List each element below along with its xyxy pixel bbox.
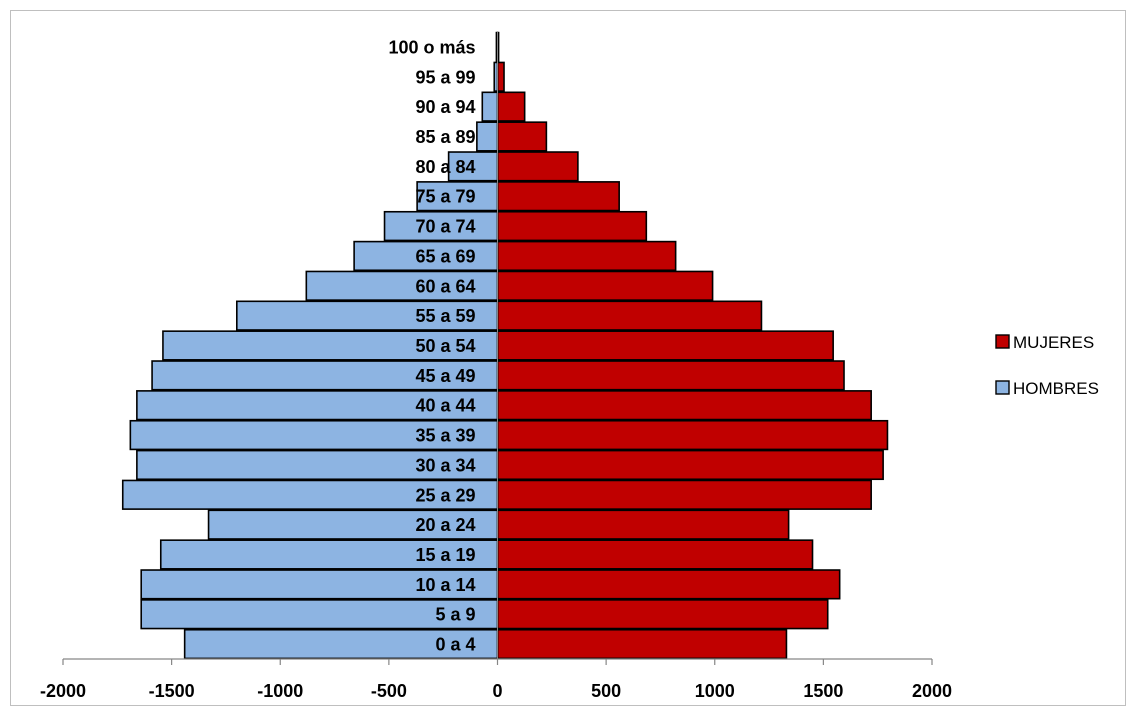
category-label: 50 a 54 bbox=[415, 336, 475, 356]
bar-mujeres-2 bbox=[496, 569, 841, 600]
category-label: 45 a 49 bbox=[415, 366, 475, 386]
bar-mujeres-15 bbox=[496, 181, 620, 212]
category-label: 10 a 14 bbox=[415, 575, 475, 595]
legend: MUJERES HOMBRES bbox=[995, 333, 1099, 398]
bar-mujeres-12 bbox=[496, 270, 714, 301]
category-label: 95 a 99 bbox=[415, 67, 475, 87]
bar-mujeres-4 bbox=[496, 509, 790, 540]
x-tick-label: 1000 bbox=[695, 681, 735, 701]
bar-hombres-5 bbox=[121, 479, 499, 510]
category-label: 25 a 29 bbox=[415, 485, 475, 505]
x-axis: -2000 -1500 -1000 -500 0 500 1000 1500 2000 bbox=[40, 32, 952, 701]
legend-swatch-mujeres bbox=[995, 334, 1010, 349]
category-label: 80 a 84 bbox=[415, 157, 475, 177]
bar-mujeres-3 bbox=[496, 539, 814, 570]
bar-mujeres-17 bbox=[496, 121, 548, 152]
bar-mujeres-10 bbox=[496, 330, 834, 361]
bar-hombres-16 bbox=[447, 151, 499, 182]
category-label: 0 a 4 bbox=[435, 635, 475, 655]
category-label: 100 o más bbox=[388, 37, 475, 57]
bar-hombres-4 bbox=[207, 509, 499, 540]
category-label: 20 a 24 bbox=[415, 515, 475, 535]
bar-mujeres-16 bbox=[496, 151, 579, 182]
x-tick-label: -1000 bbox=[257, 681, 303, 701]
x-tick-label: 500 bbox=[591, 681, 621, 701]
bar-hombres-10 bbox=[162, 330, 499, 361]
bar-mujeres-6 bbox=[496, 449, 884, 481]
bar-mujeres-9 bbox=[496, 360, 845, 391]
bar-mujeres-7 bbox=[496, 419, 889, 451]
bar-mujeres-8 bbox=[496, 390, 872, 421]
bar-hombres-9 bbox=[151, 360, 499, 391]
bar-mujeres-11 bbox=[496, 300, 763, 331]
category-label: 90 a 94 bbox=[415, 97, 475, 117]
bar-hombres-18 bbox=[481, 91, 499, 122]
bar-hombres-12 bbox=[305, 270, 499, 301]
bars-layer bbox=[121, 31, 889, 660]
category-label: 70 a 74 bbox=[415, 217, 475, 237]
bar-mujeres-14 bbox=[496, 210, 648, 242]
legend-swatch-hombres bbox=[995, 380, 1010, 395]
x-tick-label: -2000 bbox=[40, 681, 86, 701]
category-label: 5 a 9 bbox=[435, 605, 475, 625]
bar-mujeres-18 bbox=[496, 91, 526, 122]
category-labels-layer: 0 a 4 5 a 9 10 a 14 15 a 19 20 a 24 25 a 29 30… bbox=[388, 37, 475, 654]
bar-mujeres-1 bbox=[496, 599, 829, 630]
category-label: 65 a 69 bbox=[415, 246, 475, 266]
bar-hombres-17 bbox=[476, 121, 499, 152]
category-label: 40 a 44 bbox=[415, 396, 475, 416]
category-label: 35 a 39 bbox=[415, 426, 475, 446]
bar-hombres-8 bbox=[136, 390, 499, 421]
legend-label-hombres: HOMBRES bbox=[1013, 379, 1099, 398]
x-tick-label: 0 bbox=[492, 681, 502, 701]
category-label: 15 a 19 bbox=[415, 545, 475, 565]
category-label: 85 a 89 bbox=[415, 127, 475, 147]
category-label: 75 a 79 bbox=[415, 187, 475, 207]
x-tick-label: -500 bbox=[371, 681, 407, 701]
bar-mujeres-0 bbox=[496, 628, 788, 660]
bar-hombres-3 bbox=[159, 539, 499, 570]
bar-mujeres-19 bbox=[496, 61, 505, 92]
x-tick-label: 2000 bbox=[912, 681, 952, 701]
bar-hombres-7 bbox=[129, 419, 499, 451]
x-tick-label: -1500 bbox=[149, 681, 195, 701]
category-label: 30 a 34 bbox=[415, 455, 475, 475]
bar-hombres-13 bbox=[353, 240, 499, 272]
category-label: 55 a 59 bbox=[415, 306, 475, 326]
bar-mujeres-5 bbox=[496, 479, 872, 510]
bar-mujeres-13 bbox=[496, 240, 677, 272]
bar-hombres-11 bbox=[236, 300, 499, 331]
legend-label-mujeres: MUJERES bbox=[1013, 333, 1094, 352]
x-tick-label: 1500 bbox=[803, 681, 843, 701]
bar-hombres-6 bbox=[136, 449, 499, 481]
category-label: 60 a 64 bbox=[415, 276, 475, 296]
